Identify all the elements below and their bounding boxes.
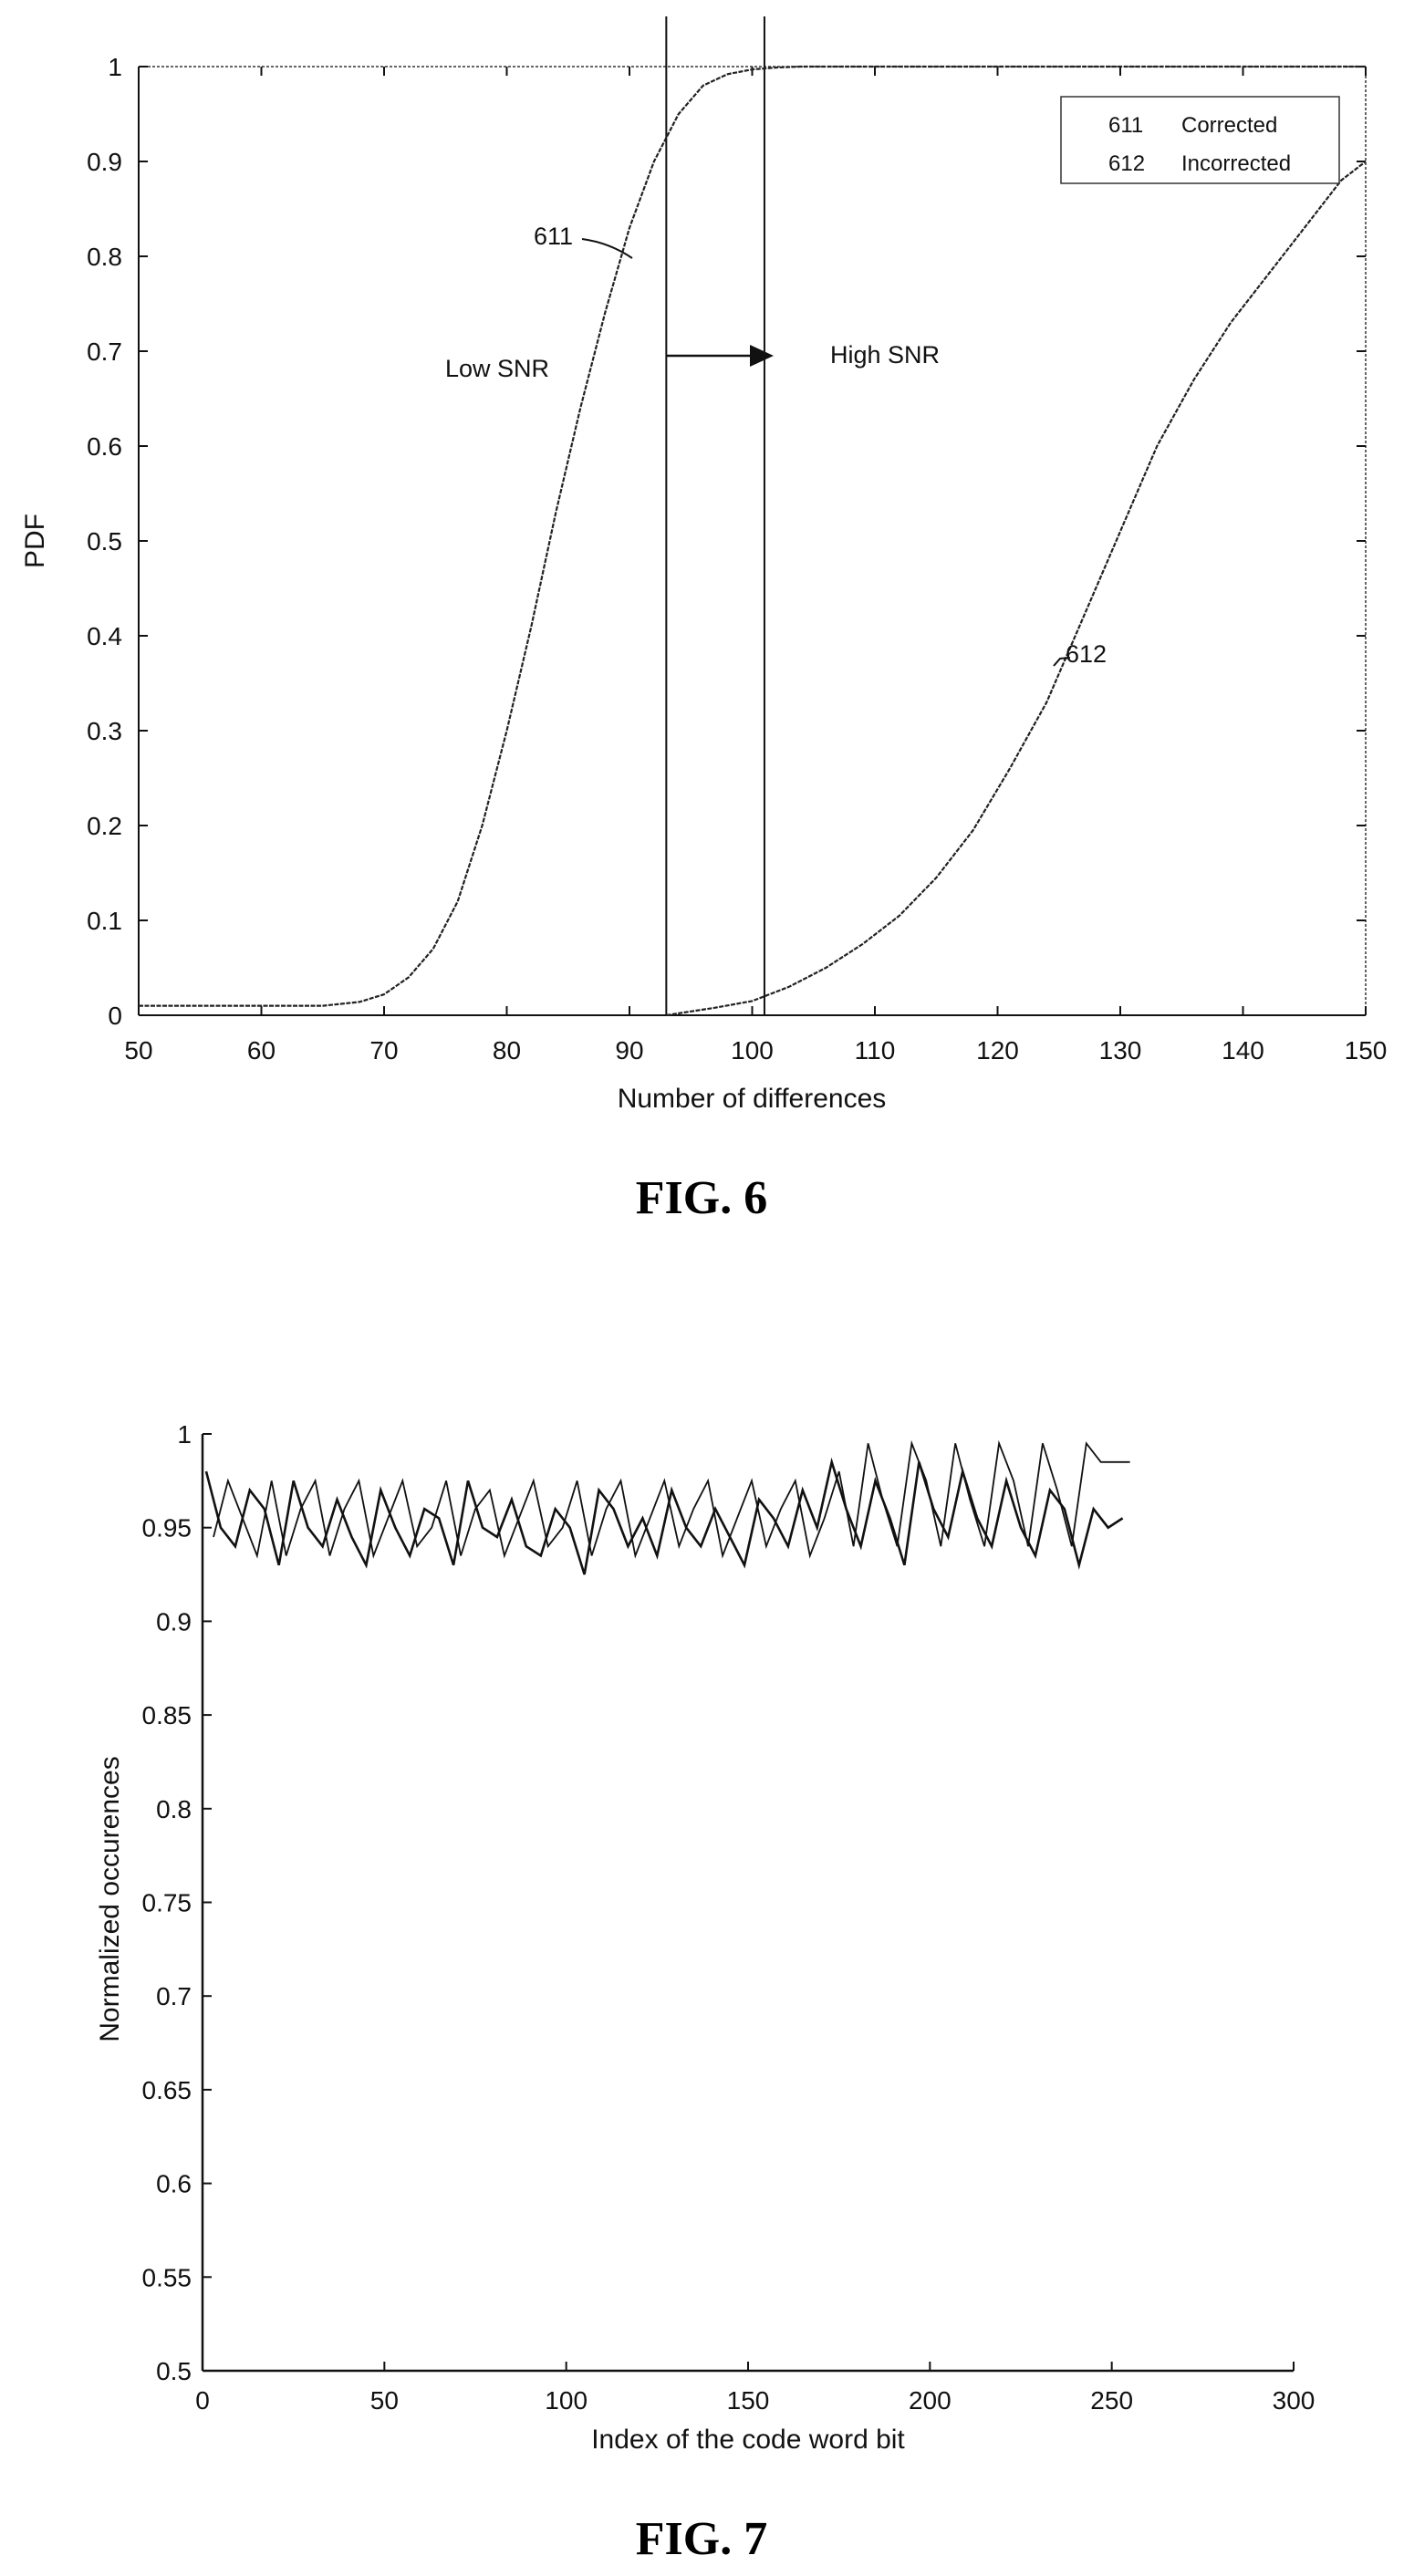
fig6-y-tick-label: 0.1 bbox=[87, 907, 122, 935]
fig6-y-tick-label: 0.7 bbox=[87, 338, 122, 366]
fig7-x-tick-label: 300 bbox=[1273, 2386, 1316, 2415]
fig7-y-tick-label: 0.75 bbox=[142, 1889, 192, 1917]
fig6-x-tick-label: 110 bbox=[855, 1036, 896, 1065]
fig7-caption: FIG. 7 bbox=[636, 2513, 767, 2565]
fig6-x-tick-label: 60 bbox=[247, 1036, 276, 1065]
fig6-x-tick-label: 140 bbox=[1222, 1036, 1264, 1065]
fig6-y-tick-label: 0.3 bbox=[87, 717, 122, 745]
fig6-annotation-611: 611 bbox=[534, 223, 573, 250]
fig6-x-tick-label: 80 bbox=[493, 1036, 521, 1065]
fig7-x-tick-label: 150 bbox=[727, 2386, 770, 2415]
fig6-annotation-612: 612 bbox=[1066, 640, 1107, 668]
fig7-y-tick-label: 0.55 bbox=[142, 2263, 192, 2291]
fig6-leader-612 bbox=[1053, 657, 1070, 667]
fig6-y-tick-label: 0.2 bbox=[87, 812, 122, 840]
fig6-y-tick-label: 0 bbox=[108, 1002, 122, 1030]
fig6-x-tick-label: 70 bbox=[369, 1036, 398, 1065]
fig7-x-tick-label: 50 bbox=[370, 2386, 399, 2415]
fig6-legend-code-611: 611 bbox=[1108, 113, 1143, 138]
fig7-y-tick-label: 0.5 bbox=[156, 2357, 192, 2385]
fig7-y-tick-label: 0.9 bbox=[156, 1607, 192, 1636]
fig6-y-tick-label: 0.5 bbox=[87, 527, 122, 556]
fig6-x-tick-label: 130 bbox=[1099, 1036, 1142, 1065]
fig7-x-tick-label: 250 bbox=[1090, 2386, 1133, 2415]
fig7-y-axis-label: Normalized occurences bbox=[95, 1756, 125, 2041]
fig6-legend-box bbox=[1060, 96, 1340, 184]
fig7-y-tick-label: 1 bbox=[177, 1420, 192, 1449]
fig6-snr-arrow-head bbox=[750, 345, 774, 367]
fig6-leader-611 bbox=[581, 238, 633, 259]
fig6-x-tick-label: 90 bbox=[615, 1036, 643, 1065]
fig6-y-tick-label: 0.4 bbox=[87, 622, 122, 650]
fig7-y-tick-label: 0.7 bbox=[156, 1982, 192, 2010]
fig6-x-axis-label: Number of differences bbox=[618, 1084, 887, 1114]
fig6-x-tick-label: 150 bbox=[1345, 1036, 1388, 1065]
fig6-legend: 611 Corrected 612 Incorrected bbox=[1060, 96, 1340, 184]
fig7-x-tick-label: 200 bbox=[909, 2386, 952, 2415]
fig7-x-tick-label: 0 bbox=[195, 2386, 210, 2415]
fig7-chart: 0 50 100 150 200 250 300 0.5 0.55 0.6 0.65 0.7 0.75 0… bbox=[95, 1420, 1315, 2455]
fig6-series-line-612 bbox=[666, 161, 1367, 1017]
fig7-series-line-2 bbox=[213, 1439, 1130, 1559]
fig6-x-tick-label: 100 bbox=[731, 1036, 774, 1065]
fig7-y-tick-label: 0.95 bbox=[142, 1514, 192, 1542]
fig7-y-tick-label: 0.8 bbox=[156, 1795, 192, 1823]
fig6-annotation-low-snr: Low SNR bbox=[445, 355, 549, 382]
fig6-legend-code-612: 612 bbox=[1108, 151, 1145, 176]
fig6-y-tick-label: 0.9 bbox=[87, 148, 122, 176]
fig6-caption: FIG. 6 bbox=[636, 1172, 767, 1224]
fig7-x-axis-label: Index of the code word bit bbox=[591, 2425, 905, 2455]
fig6-annotation-high-snr: High SNR bbox=[830, 341, 940, 369]
fig7-y-tick-label: 0.65 bbox=[142, 2076, 192, 2104]
fig6-series bbox=[139, 65, 1367, 1017]
fig6-x-tick-label: 120 bbox=[976, 1036, 1019, 1065]
fig7-y-tick-label: 0.85 bbox=[142, 1701, 192, 1729]
fig7-y-tick-label: 0.6 bbox=[156, 2170, 192, 2198]
fig6-series-line-611 bbox=[139, 65, 1366, 1007]
fig6-plot-box bbox=[138, 66, 1367, 1016]
fig6-y-axis-label: PDF bbox=[20, 514, 50, 568]
fig7-ticks: 0 50 100 150 200 250 300 0.5 0.55 0.6 0.65 0.7 0.75 0… bbox=[142, 1420, 1316, 2415]
fig6-chart: 50 60 70 80 90 100 110 120 130 140 150 0 0.1 0.2 0.3 0.… bbox=[20, 16, 1387, 1114]
fig7-series bbox=[204, 1439, 1130, 1575]
fig6-threshold-lines bbox=[665, 16, 765, 1015]
fig6-y-tick-label: 0.8 bbox=[87, 243, 122, 271]
fig6-legend-label-corrected: Corrected bbox=[1181, 113, 1277, 138]
fig6-legend-label-incorrected: Incorrected bbox=[1181, 151, 1291, 176]
fig7-series-line-1 bbox=[204, 1457, 1124, 1575]
fig6-y-tick-label: 0.6 bbox=[87, 432, 122, 461]
fig6-x-tick-label: 50 bbox=[124, 1036, 152, 1065]
fig7-x-tick-label: 100 bbox=[545, 2386, 588, 2415]
fig6-ticks: 50 60 70 80 90 100 110 120 130 140 150 0 0.1 0.2 0.3 0.… bbox=[87, 53, 1387, 1065]
fig6-y-tick-label: 1 bbox=[108, 53, 122, 81]
